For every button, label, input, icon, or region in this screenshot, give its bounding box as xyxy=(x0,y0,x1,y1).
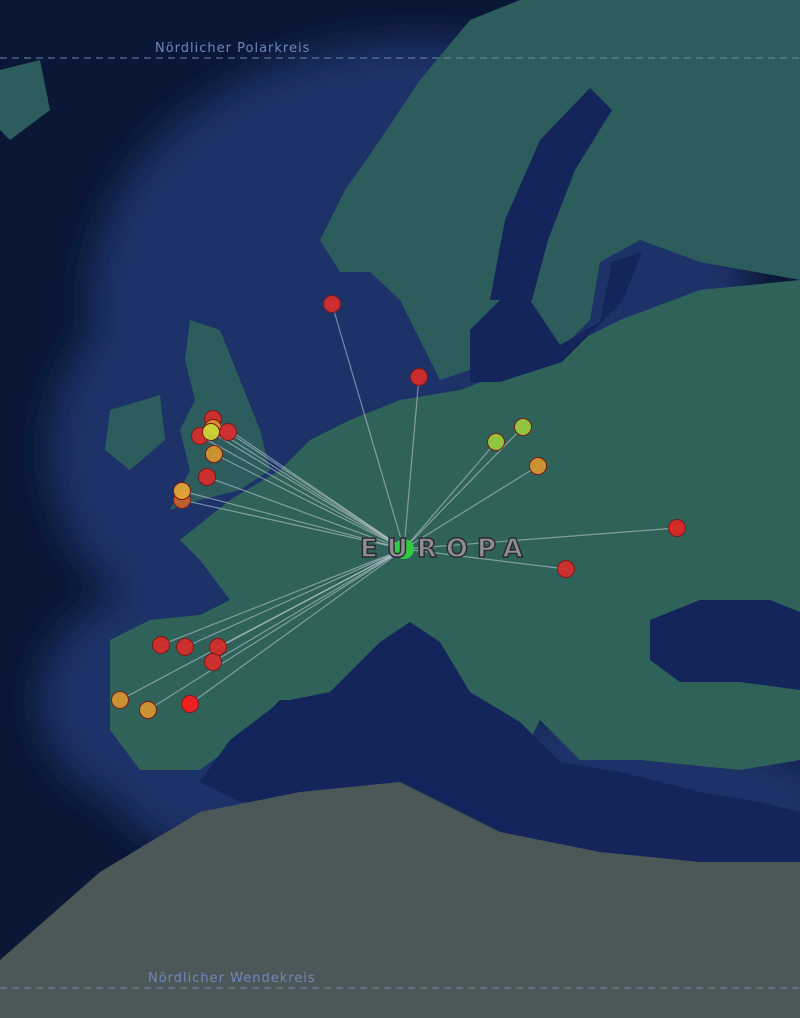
route-line xyxy=(403,441,497,550)
arctic-circle-label: Nördlicher Polarkreis xyxy=(155,41,311,56)
route-line xyxy=(212,427,405,550)
region-label: EUROPA xyxy=(359,533,532,565)
route-line xyxy=(227,431,405,550)
route-line xyxy=(189,548,405,705)
tropic-label: Nördlicher Wendekreis xyxy=(148,971,316,986)
route-line xyxy=(210,431,405,550)
location-marker[interactable]: Portugal xyxy=(111,691,129,709)
location-marker[interactable]: Spain north 2 xyxy=(176,638,194,656)
location-marker[interactable]: Cornwall 2 xyxy=(173,482,191,500)
location-marker[interactable]: Northern England 4 xyxy=(219,423,237,441)
route-line xyxy=(403,548,567,570)
route-line xyxy=(181,490,405,550)
route-line xyxy=(119,548,405,701)
location-marker[interactable]: Northern England 5 xyxy=(202,423,220,441)
route-line xyxy=(403,376,420,550)
location-marker[interactable]: Spain central xyxy=(181,695,199,713)
location-marker[interactable]: Denmark xyxy=(410,368,428,386)
location-marker[interactable]: Spain north 4 xyxy=(204,653,222,671)
location-marker[interactable]: Spain west xyxy=(139,701,157,719)
gulf-of-bothnia xyxy=(490,88,612,300)
location-markers: Norway west coast Denmark Northern England… xyxy=(111,295,686,719)
iceland xyxy=(0,60,50,140)
location-marker[interactable]: Midlands xyxy=(205,445,223,463)
location-marker[interactable]: Poland 3 xyxy=(529,457,547,475)
baltic-sea xyxy=(470,252,642,382)
location-marker[interactable]: Spain north 1 xyxy=(152,636,170,654)
route-line xyxy=(184,548,405,648)
route-line xyxy=(181,499,405,550)
hub-marker[interactable] xyxy=(394,539,414,559)
ireland xyxy=(105,395,165,470)
location-marker[interactable]: Norway west coast xyxy=(323,295,341,313)
route-line xyxy=(199,435,405,550)
black-sea xyxy=(650,600,800,690)
location-marker[interactable]: Southern England xyxy=(198,468,216,486)
route-lines xyxy=(119,303,678,711)
location-marker[interactable]: Poland 2 xyxy=(514,418,532,436)
route-line xyxy=(206,476,405,550)
location-marker[interactable]: Spain north 3 xyxy=(209,638,227,656)
africa xyxy=(0,782,800,1018)
location-marker[interactable]: Ukraine xyxy=(668,519,686,537)
route-line xyxy=(147,548,405,711)
route-line xyxy=(160,548,405,646)
route-line xyxy=(212,548,405,663)
route-line xyxy=(213,453,405,550)
location-marker[interactable]: Poland 1 xyxy=(487,433,505,451)
mediterranean-sea xyxy=(200,622,800,870)
route-line xyxy=(403,465,539,550)
route-line xyxy=(403,527,678,550)
location-marker[interactable]: Romania xyxy=(557,560,575,578)
route-line xyxy=(331,303,405,550)
europe-mainland xyxy=(110,280,800,790)
